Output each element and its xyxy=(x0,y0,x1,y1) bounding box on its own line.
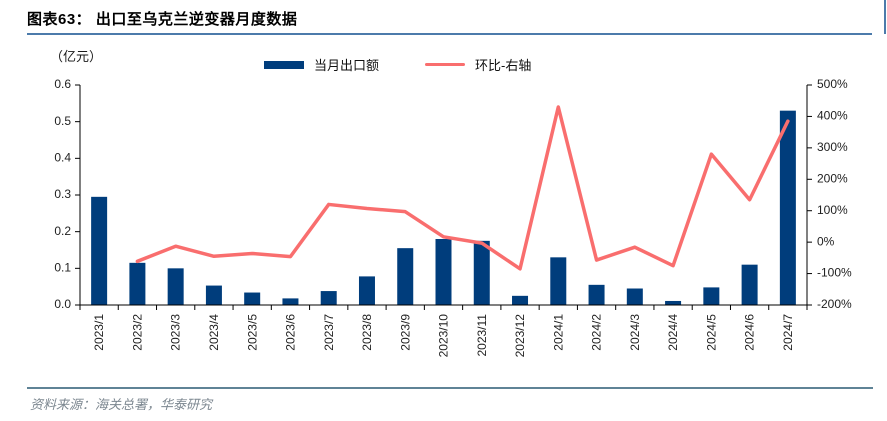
footer-divider xyxy=(27,387,873,389)
right-axis-tick-label: 500% xyxy=(817,77,848,91)
bar-2024/7 xyxy=(779,110,796,306)
x-axis-label-2024/1: 2024/1 xyxy=(551,314,565,351)
left-axis-tick-label: 0.3 xyxy=(54,187,71,201)
bar-2024/6 xyxy=(741,264,758,305)
bar-2023/6 xyxy=(282,298,299,305)
bar-2024/5 xyxy=(703,287,720,305)
bar-2024/4 xyxy=(665,300,682,305)
left-axis-tick-label: 0.2 xyxy=(54,224,71,238)
right-axis-tick-label: 200% xyxy=(817,171,848,185)
bar-2024/3 xyxy=(626,288,643,305)
bar-2023/3 xyxy=(167,268,184,305)
bar-2023/9 xyxy=(397,248,414,305)
x-axis-label-2023/5: 2023/5 xyxy=(245,314,259,351)
chart-canvas: 0.6 0.5 0.4 0.3 0.2 0.1 0.0 500% 400% 300% 200% 100… xyxy=(54,77,852,358)
x-axis-label-2023/7: 2023/7 xyxy=(322,314,336,351)
x-axis-label-2023/9: 2023/9 xyxy=(398,314,412,351)
page-edge-mark xyxy=(884,0,886,34)
bar-2023/8 xyxy=(358,276,375,305)
bar-2023/4 xyxy=(205,285,222,305)
left-axis-tick-label: 0.6 xyxy=(54,77,71,91)
right-axis-tick-label: -100% xyxy=(817,266,852,280)
x-axis-label-2023/8: 2023/8 xyxy=(360,314,374,351)
left-axis-tick-label: 0.1 xyxy=(54,261,71,275)
x-axis-label-2023/11: 2023/11 xyxy=(475,314,489,357)
bar-2023/2 xyxy=(129,262,146,305)
figure-title: 图表63： 出口至乌克兰逆变器月度数据 xyxy=(27,11,298,28)
bar-2024/2 xyxy=(588,284,605,305)
title-divider xyxy=(27,33,872,35)
x-axis-label-2024/5: 2024/5 xyxy=(704,314,718,351)
bar-2024/1 xyxy=(550,257,567,305)
bar-2023/7 xyxy=(320,291,337,305)
x-axis-label-2023/3: 2023/3 xyxy=(169,314,183,351)
left-axis-tick-label: 0.0 xyxy=(54,297,71,311)
x-axis-label-2023/4: 2023/4 xyxy=(207,314,221,351)
right-axis-tick-label: 0% xyxy=(817,234,835,248)
legend-item-mom: 环比-右轴 xyxy=(425,55,531,74)
x-axis-label-2023/2: 2023/2 xyxy=(130,314,144,351)
line-swatch xyxy=(425,63,466,66)
chart-legend: 当月出口额 环比-右轴 xyxy=(264,55,531,74)
bar-2023/5 xyxy=(244,292,261,305)
right-axis-tick-label: 300% xyxy=(817,140,848,154)
right-axis-tick-label: -200% xyxy=(817,297,852,311)
x-axis-label-2023/12: 2023/12 xyxy=(513,314,527,358)
x-axis-label-2023/6: 2023/6 xyxy=(284,314,298,351)
bar-2023/10 xyxy=(435,239,452,305)
left-axis-unit-label: （亿元） xyxy=(50,49,103,64)
mom-line xyxy=(135,105,790,271)
source-note: 资料来源：海关总署，华泰研究 xyxy=(30,397,213,412)
x-axis-label-2024/2: 2024/2 xyxy=(590,314,604,351)
legend-label-export: 当月出口额 xyxy=(314,58,380,73)
bar-2023/1 xyxy=(91,196,108,305)
x-axis-label-2023/1: 2023/1 xyxy=(92,314,106,351)
x-axis-label-2024/3: 2024/3 xyxy=(628,314,642,351)
right-axis-tick-label: 100% xyxy=(817,203,848,217)
legend-label-mom: 环比-右轴 xyxy=(475,58,532,73)
bar-2023/11 xyxy=(473,240,490,305)
right-axis-tick-label: 400% xyxy=(817,109,848,123)
x-axis-label-2024/4: 2024/4 xyxy=(666,314,680,351)
x-axis-label-2024/6: 2024/6 xyxy=(743,314,757,351)
left-axis-tick-label: 0.5 xyxy=(54,114,71,128)
bar-2023/12 xyxy=(512,295,529,305)
x-axis-label-2023/10: 2023/10 xyxy=(437,314,451,358)
x-axis-label-2024/7: 2024/7 xyxy=(781,314,795,351)
legend-item-export: 当月出口额 xyxy=(264,55,379,74)
bar-swatch xyxy=(264,60,304,69)
left-axis-tick-label: 0.4 xyxy=(54,151,71,165)
